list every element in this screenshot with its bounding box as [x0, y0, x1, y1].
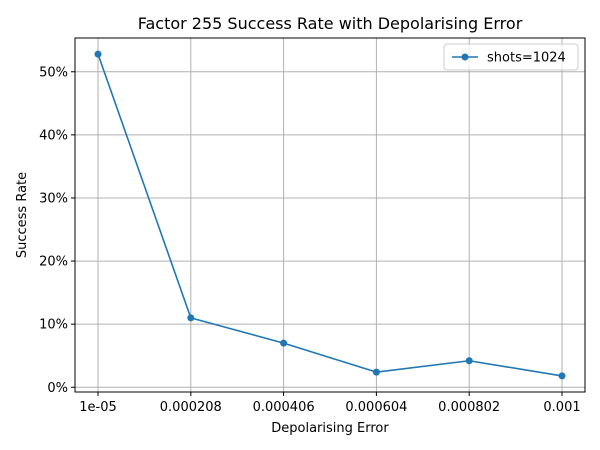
data-point	[280, 339, 288, 347]
x-tick-label: 0.000406	[253, 400, 315, 415]
series-line	[97, 53, 563, 377]
x-axis-label: Depolarising Error	[271, 421, 389, 436]
chart-title: Factor 255 Success Rate with Depolarisin…	[138, 14, 523, 33]
legend-marker	[461, 53, 469, 61]
x-tick-label: 0.001	[543, 400, 580, 415]
legend-box	[443, 43, 579, 71]
data-point	[465, 357, 473, 365]
ticks-layer: 1e-05 0.000208 0.000406 0.000604 0.000802 0.0…	[39, 65, 581, 415]
y-tick-label: 20%	[39, 255, 68, 270]
series-layer	[94, 50, 566, 380]
y-tick-label: 10%	[39, 318, 68, 333]
data-point	[372, 368, 380, 376]
y-axis-label: Success Rate	[15, 172, 30, 258]
x-tick-label: 1e-05	[79, 400, 117, 415]
x-tick-label: 0.000604	[345, 400, 407, 415]
y-tick-label: 40%	[39, 128, 68, 143]
grid-layer	[75, 38, 585, 392]
data-point	[187, 314, 195, 322]
legend: shots=1024	[443, 43, 579, 71]
data-point	[94, 50, 102, 58]
x-tick-label: 0.000208	[160, 400, 222, 415]
data-point	[558, 372, 566, 380]
plot-area-frame	[74, 37, 586, 393]
y-tick-label: 0%	[47, 381, 68, 396]
y-tick-label: 50%	[39, 65, 68, 80]
x-tick-label: 0.000802	[438, 400, 500, 415]
y-tick-label: 30%	[39, 191, 68, 206]
legend-label: shots=1024	[487, 51, 566, 66]
